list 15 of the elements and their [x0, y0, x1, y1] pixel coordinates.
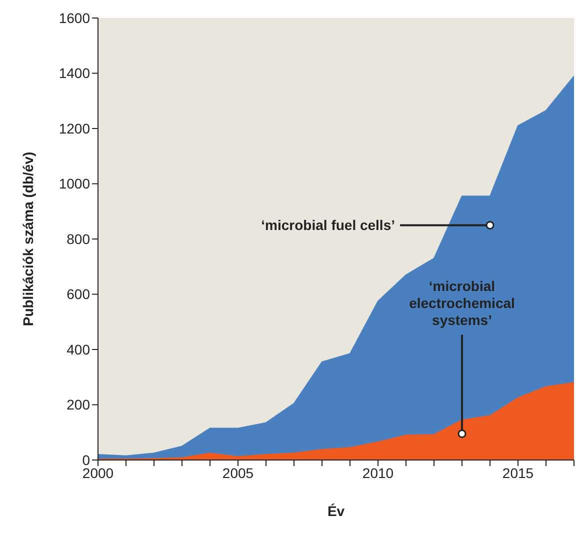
y-tick-label: 600 — [66, 286, 90, 302]
y-tick-label: 1200 — [58, 120, 90, 136]
x-tick-label: 2010 — [362, 464, 394, 481]
y-tick-label: 800 — [66, 230, 90, 247]
y-tick-label: 1400 — [58, 65, 90, 82]
y-axis-title: Publikációk száma (db/év) — [20, 152, 36, 326]
y-tick-label: 400 — [66, 341, 90, 358]
annotation: ‘microbial fuel cells’ — [261, 217, 395, 234]
x-tick-label: 2005 — [222, 464, 254, 481]
y-tick-label: 1600 — [58, 10, 90, 26]
annotation: ‘microbial electrochemical systems’ — [409, 278, 515, 328]
y-tick-label: 1000 — [58, 176, 90, 192]
x-axis-title: Év — [327, 503, 345, 519]
x-tick-label: 2015 — [502, 464, 534, 481]
y-tick-label: 200 — [66, 396, 90, 413]
